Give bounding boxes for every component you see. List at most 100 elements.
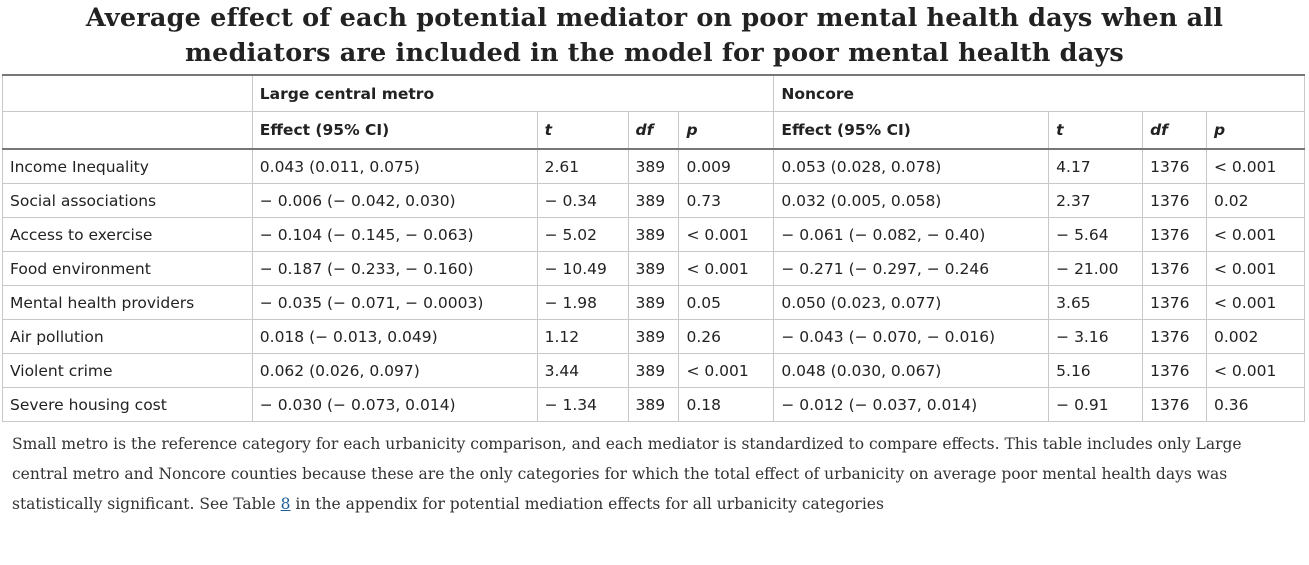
t-cell: − 0.34 — [536, 183, 629, 218]
df-cell: 1376 — [1142, 387, 1208, 422]
mediator-name-cell: Air pollution — [2, 319, 253, 354]
table-8-link[interactable]: 8 — [280, 495, 291, 513]
p-cell: < 0.001 — [678, 353, 775, 388]
p-cell: < 0.001 — [1206, 285, 1305, 320]
table-row: Food environment − 0.187 (− 0.233, − 0.16… — [2, 251, 1305, 286]
t-cell: − 3.16 — [1048, 319, 1144, 354]
table-row: Severe housing cost − 0.030 (− 0.073, 0.0… — [2, 387, 1305, 422]
effect-cell: − 0.061 (− 0.082, − 0.40) — [773, 217, 1050, 252]
p-cell: 0.73 — [678, 183, 775, 218]
t-cell: 4.17 — [1048, 148, 1144, 184]
t-cell: 1.12 — [536, 319, 629, 354]
table-row: Access to exercise − 0.104 (− 0.145, − 0.… — [2, 217, 1305, 252]
column-header-p: p — [678, 111, 775, 150]
footnote-text: Small metro is the reference category fo… — [12, 435, 1242, 513]
t-cell: − 21.00 — [1048, 251, 1144, 286]
effect-cell: − 0.104 (− 0.145, − 0.063) — [251, 217, 538, 252]
df-cell: 389 — [627, 353, 680, 388]
effect-cell: 0.050 (0.023, 0.077) — [773, 285, 1050, 320]
table-footnote: Small metro is the reference category fo… — [12, 429, 1272, 519]
p-cell: < 0.001 — [1206, 148, 1305, 184]
footnote-text-end: in the appendix for potential mediation … — [290, 495, 884, 513]
effect-cell: − 0.006 (− 0.042, 0.030) — [251, 183, 538, 218]
column-header-df: df — [627, 111, 680, 150]
p-cell: 0.18 — [678, 387, 775, 422]
df-cell: 1376 — [1142, 353, 1208, 388]
df-cell: 389 — [627, 251, 680, 286]
df-cell: 389 — [627, 148, 680, 184]
p-cell: < 0.001 — [1206, 217, 1305, 252]
t-cell: 3.44 — [536, 353, 629, 388]
mediator-name-cell: Food environment — [2, 251, 253, 286]
effect-cell: 0.053 (0.028, 0.078) — [773, 148, 1050, 184]
df-cell: 1376 — [1142, 319, 1208, 354]
t-cell: 2.61 — [536, 148, 629, 184]
t-cell: − 5.64 — [1048, 217, 1144, 252]
table-row: Mental health providers − 0.035 (− 0.071,… — [2, 285, 1305, 320]
column-header-p: p — [1206, 111, 1305, 150]
t-cell: 2.37 — [1048, 183, 1144, 218]
column-header-mediator — [2, 111, 253, 150]
df-cell: 1376 — [1142, 251, 1208, 286]
group-header-noncore: Noncore — [773, 74, 1305, 112]
t-cell: 5.16 — [1048, 353, 1144, 388]
mediator-name-cell: Access to exercise — [2, 217, 253, 252]
table-title: Average effect of each potential mediato… — [85, 3, 1224, 68]
t-cell: − 1.34 — [536, 387, 629, 422]
effect-cell: 0.062 (0.026, 0.097) — [251, 353, 538, 388]
table-row: Social associations − 0.006 (− 0.042, 0.0… — [2, 183, 1305, 218]
group-header-large-central-metro: Large central metro — [251, 74, 775, 112]
t-cell: − 10.49 — [536, 251, 629, 286]
column-header-t: t — [1048, 111, 1144, 150]
p-cell: < 0.001 — [1206, 251, 1305, 286]
p-cell: 0.36 — [1206, 387, 1305, 422]
p-cell: 0.009 — [678, 148, 775, 184]
t-cell: 3.65 — [1048, 285, 1144, 320]
effect-cell: 0.043 (0.011, 0.075) — [251, 148, 538, 184]
p-cell: < 0.001 — [678, 217, 775, 252]
table-row: Air pollution 0.018 (− 0.013, 0.049) 1.12 3… — [2, 319, 1305, 354]
t-cell: − 0.91 — [1048, 387, 1144, 422]
df-cell: 389 — [627, 387, 680, 422]
df-cell: 1376 — [1142, 148, 1208, 184]
p-cell: 0.02 — [1206, 183, 1305, 218]
df-cell: 389 — [627, 217, 680, 252]
mediator-effects-table: Large central metro Noncore Effect (95% … — [2, 74, 1305, 422]
mediator-name-cell: Severe housing cost — [2, 387, 253, 422]
mediator-name-cell: Income Inequality — [2, 148, 253, 184]
column-header-df: df — [1142, 111, 1208, 150]
df-cell: 389 — [627, 285, 680, 320]
t-cell: − 1.98 — [536, 285, 629, 320]
table-row: Income Inequality 0.043 (0.011, 0.075) 2.6… — [2, 148, 1305, 184]
p-cell: 0.05 — [678, 285, 775, 320]
effect-cell: − 0.035 (− 0.071, − 0.0003) — [251, 285, 538, 320]
mediator-name-cell: Violent crime — [2, 353, 253, 388]
group-header-empty — [2, 74, 253, 112]
t-cell: − 5.02 — [536, 217, 629, 252]
column-header-t: t — [536, 111, 629, 150]
df-cell: 389 — [627, 319, 680, 354]
effect-cell: 0.048 (0.030, 0.067) — [773, 353, 1050, 388]
df-cell: 1376 — [1142, 183, 1208, 218]
effect-cell: 0.032 (0.005, 0.058) — [773, 183, 1050, 218]
effect-cell: − 0.012 (− 0.037, 0.014) — [773, 387, 1050, 422]
df-cell: 389 — [627, 183, 680, 218]
effect-cell: − 0.030 (− 0.073, 0.014) — [251, 387, 538, 422]
column-header-effect: Effect (95% CI) — [773, 111, 1050, 150]
mediator-name-cell: Mental health providers — [2, 285, 253, 320]
p-cell: < 0.001 — [1206, 353, 1305, 388]
effect-cell: − 0.187 (− 0.233, − 0.160) — [251, 251, 538, 286]
group-header-row: Large central metro Noncore — [2, 74, 1305, 112]
column-header-row: Effect (95% CI) t df p Effect (95% CI) t… — [2, 111, 1305, 150]
df-cell: 1376 — [1142, 217, 1208, 252]
p-cell: 0.002 — [1206, 319, 1305, 354]
effect-cell: − 0.043 (− 0.070, − 0.016) — [773, 319, 1050, 354]
mediator-name-cell: Social associations — [2, 183, 253, 218]
df-cell: 1376 — [1142, 285, 1208, 320]
p-cell: 0.26 — [678, 319, 775, 354]
column-header-effect: Effect (95% CI) — [251, 111, 538, 150]
effect-cell: − 0.271 (− 0.297, − 0.246 — [773, 251, 1050, 286]
effect-cell: 0.018 (− 0.013, 0.049) — [251, 319, 538, 354]
table-row: Violent crime 0.062 (0.026, 0.097) 3.44 389… — [2, 353, 1305, 388]
p-cell: < 0.001 — [678, 251, 775, 286]
